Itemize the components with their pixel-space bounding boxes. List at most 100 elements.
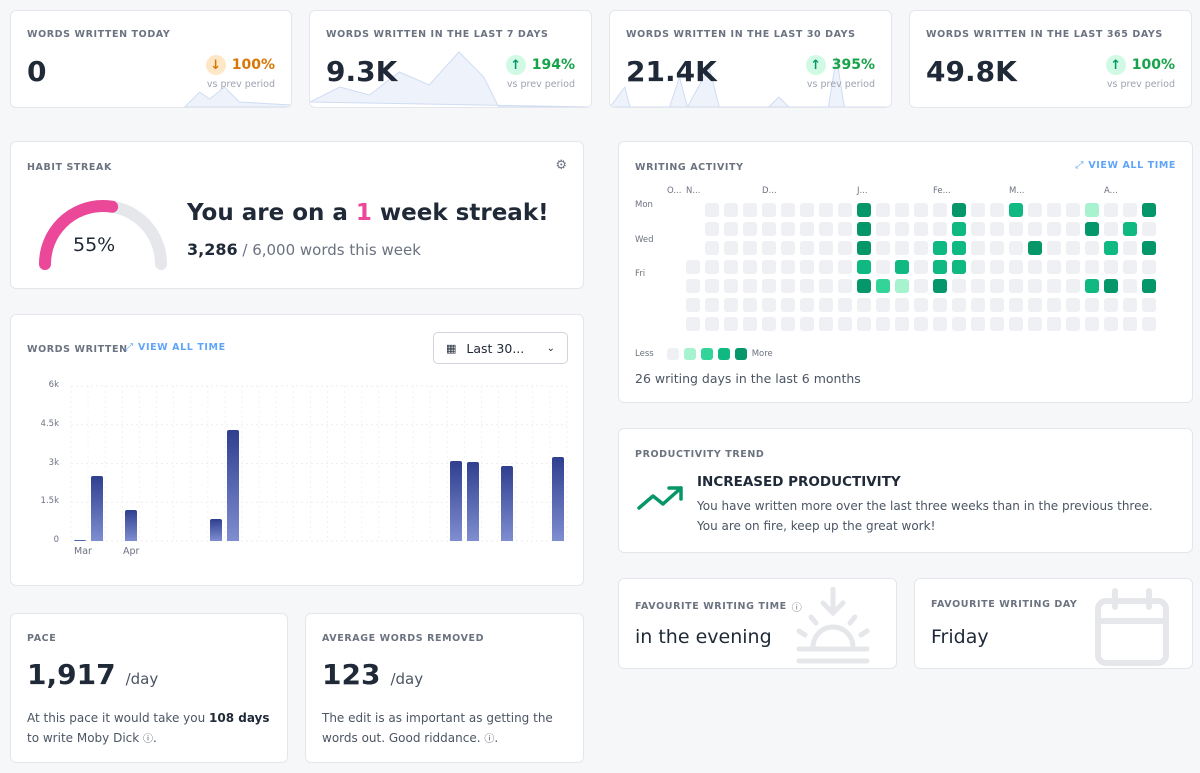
heatmap-cell[interactable]: [876, 222, 890, 236]
heatmap-cell[interactable]: [743, 279, 757, 293]
heatmap-cell[interactable]: [705, 241, 719, 255]
chart-bar[interactable]: [210, 519, 223, 541]
heatmap-cell[interactable]: [1123, 222, 1137, 236]
heatmap-cell[interactable]: [933, 260, 947, 274]
heatmap-cell[interactable]: [762, 203, 776, 217]
heatmap-cell[interactable]: [781, 279, 795, 293]
heatmap-cell[interactable]: [800, 241, 814, 255]
heatmap-cell[interactable]: [1009, 260, 1023, 274]
heatmap-cell[interactable]: [819, 279, 833, 293]
heatmap-cell[interactable]: [857, 298, 871, 312]
heatmap-cell[interactable]: [724, 298, 738, 312]
heatmap-cell[interactable]: [857, 222, 871, 236]
info-icon[interactable]: ⓘ: [484, 734, 495, 745]
heatmap-cell[interactable]: [933, 241, 947, 255]
heatmap-cell[interactable]: [819, 260, 833, 274]
heatmap-cell[interactable]: [876, 279, 890, 293]
heatmap-cell[interactable]: [1104, 279, 1118, 293]
heatmap-cell[interactable]: [1066, 241, 1080, 255]
heatmap-cell[interactable]: [781, 260, 795, 274]
heatmap-cell[interactable]: [971, 298, 985, 312]
heatmap-cell[interactable]: [819, 317, 833, 331]
heatmap-cell[interactable]: [724, 203, 738, 217]
heatmap-cell[interactable]: [990, 222, 1004, 236]
heatmap-cell[interactable]: [895, 317, 909, 331]
heatmap-cell[interactable]: [1009, 222, 1023, 236]
heatmap-cell[interactable]: [1009, 203, 1023, 217]
heatmap-cell[interactable]: [1085, 203, 1099, 217]
heatmap-cell[interactable]: [971, 203, 985, 217]
heatmap-cell[interactable]: [1047, 222, 1061, 236]
heatmap-cell[interactable]: [1123, 279, 1137, 293]
heatmap-cell[interactable]: [990, 298, 1004, 312]
heatmap-cell[interactable]: [1047, 279, 1061, 293]
heatmap-cell[interactable]: [895, 222, 909, 236]
view-all-link[interactable]: ⤢ VIEW ALL TIME: [125, 342, 226, 353]
chart-bar[interactable]: [552, 457, 565, 541]
heatmap-cell[interactable]: [1009, 279, 1023, 293]
heatmap-cell[interactable]: [1028, 317, 1042, 331]
heatmap-cell[interactable]: [1104, 241, 1118, 255]
heatmap-cell[interactable]: [743, 241, 757, 255]
heatmap-cell[interactable]: [895, 203, 909, 217]
heatmap-cell[interactable]: [990, 317, 1004, 331]
heatmap-cell[interactable]: [705, 279, 719, 293]
heatmap-cell[interactable]: [952, 241, 966, 255]
heatmap-cell[interactable]: [762, 260, 776, 274]
heatmap-cell[interactable]: [838, 279, 852, 293]
heatmap-cell[interactable]: [1085, 317, 1099, 331]
heatmap-cell[interactable]: [724, 279, 738, 293]
heatmap-cell[interactable]: [1028, 241, 1042, 255]
heatmap-cell[interactable]: [1123, 298, 1137, 312]
heatmap-cell[interactable]: [819, 241, 833, 255]
heatmap-cell[interactable]: [762, 222, 776, 236]
heatmap-cell[interactable]: [1028, 279, 1042, 293]
heatmap-cell[interactable]: [895, 241, 909, 255]
heatmap-cell[interactable]: [1142, 317, 1156, 331]
heatmap-cell[interactable]: [952, 279, 966, 293]
heatmap-cell[interactable]: [990, 279, 1004, 293]
heatmap-cell[interactable]: [762, 241, 776, 255]
heatmap-cell[interactable]: [1104, 317, 1118, 331]
heatmap-cell[interactable]: [990, 203, 1004, 217]
heatmap-cell[interactable]: [762, 317, 776, 331]
heatmap-cell[interactable]: [876, 298, 890, 312]
range-select[interactable]: ▦ Last 30... ⌄: [433, 332, 568, 364]
heatmap-cell[interactable]: [705, 298, 719, 312]
heatmap-cell[interactable]: [743, 260, 757, 274]
heatmap-cell[interactable]: [1142, 203, 1156, 217]
heatmap-cell[interactable]: [781, 317, 795, 331]
heatmap-cell[interactable]: [914, 317, 928, 331]
heatmap-cell[interactable]: [781, 241, 795, 255]
heatmap-cell[interactable]: [952, 222, 966, 236]
heatmap-cell[interactable]: [857, 279, 871, 293]
heatmap-cell[interactable]: [819, 203, 833, 217]
heatmap-cell[interactable]: [1085, 222, 1099, 236]
heatmap-cell[interactable]: [895, 279, 909, 293]
heatmap-cell[interactable]: [1085, 241, 1099, 255]
heatmap-cell[interactable]: [705, 222, 719, 236]
heatmap-cell[interactable]: [1009, 298, 1023, 312]
heatmap-cell[interactable]: [838, 298, 852, 312]
heatmap-cell[interactable]: [990, 241, 1004, 255]
gear-icon[interactable]: ⚙: [555, 158, 567, 173]
heatmap-cell[interactable]: [990, 260, 1004, 274]
heatmap-cell[interactable]: [1028, 203, 1042, 217]
heatmap-cell[interactable]: [1066, 260, 1080, 274]
heatmap-cell[interactable]: [800, 298, 814, 312]
heatmap-cell[interactable]: [1066, 279, 1080, 293]
heatmap-cell[interactable]: [686, 298, 700, 312]
heatmap-cell[interactable]: [895, 298, 909, 312]
heatmap-cell[interactable]: [933, 203, 947, 217]
heatmap-cell[interactable]: [686, 317, 700, 331]
heatmap-cell[interactable]: [838, 241, 852, 255]
heatmap-cell[interactable]: [876, 241, 890, 255]
heatmap-cell[interactable]: [1009, 241, 1023, 255]
heatmap-cell[interactable]: [800, 317, 814, 331]
heatmap-cell[interactable]: [971, 279, 985, 293]
heatmap-cell[interactable]: [724, 260, 738, 274]
heatmap-cell[interactable]: [1047, 260, 1061, 274]
heatmap-cell[interactable]: [914, 222, 928, 236]
heatmap-cell[interactable]: [1123, 317, 1137, 331]
heatmap-cell[interactable]: [743, 222, 757, 236]
